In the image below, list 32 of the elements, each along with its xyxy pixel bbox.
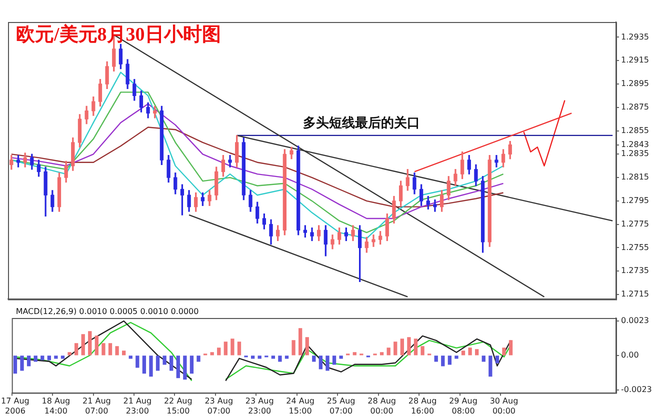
y-tick-label: 1.2795 — [621, 196, 649, 206]
annotation: 多头短线最后的关口 — [302, 114, 420, 130]
y-tick-label: 1.2843 — [621, 140, 649, 149]
y-tick-label: 1.2895 — [621, 79, 649, 88]
y-tick-label: 1.2855 — [621, 126, 649, 135]
chart-title: 欧元/美元8月30日小时图 — [16, 23, 221, 46]
chart-title: MACD(12,26,9) 0.0010 0.0005 0.0010 0.0000 — [16, 307, 199, 316]
y-tick-label: 1.2735 — [621, 266, 649, 276]
x-tick-label: 22 Aug 15:00 — [164, 396, 192, 416]
y-tick-label: 1.2755 — [621, 242, 649, 252]
x-tick-label: 25 Aug 07:00 — [326, 396, 356, 416]
x-tick-label: 29 Aug 08:00 — [449, 396, 478, 416]
x-tick-label: 23 Aug 07:00 — [204, 396, 234, 416]
y-tick-label: -0.0023 — [621, 384, 652, 394]
x-tick-label: 28 Aug 16:00 — [408, 396, 437, 416]
x-tick-label: 28 Aug 00:00 — [368, 396, 396, 416]
y-tick-label: 1.2875 — [621, 102, 649, 112]
y-tick-label: 0.00 — [621, 350, 639, 360]
y-tick-label: 1.2835 — [621, 149, 649, 158]
x-tick-label: 30 Aug 00:00 — [490, 396, 518, 416]
y-tick-label: 1.2715 — [621, 290, 649, 299]
x-tick-label: 18 Aug 14:00 — [42, 396, 70, 416]
x-tick-label: 23 Aug 23:00 — [245, 396, 274, 416]
y-tick-label: 1.2775 — [621, 219, 649, 228]
x-tick-label: 21 Aug 07:00 — [82, 396, 111, 416]
x-tick-label: 24 Aug 15:00 — [286, 396, 315, 416]
x-tick-label: 17 Aug 2006 — [1, 396, 30, 416]
x-tick-label: 21 Aug 23:00 — [123, 396, 152, 416]
y-tick-label: 1.2815 — [621, 172, 649, 182]
y-tick-label: 1.2915 — [621, 56, 649, 65]
y-tick-label: 0.0023 — [621, 316, 649, 326]
y-tick-label: 1.2935 — [621, 32, 649, 42]
